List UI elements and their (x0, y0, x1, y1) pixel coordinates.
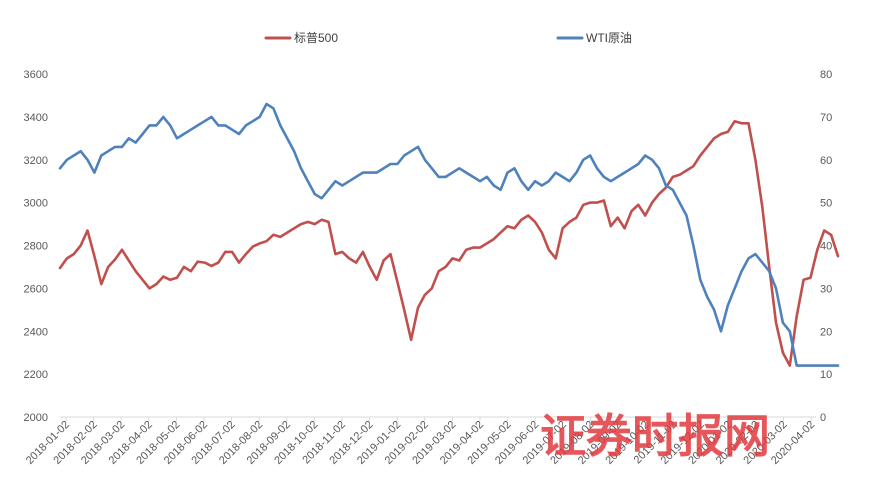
y-left-tick-label: 2600 (24, 283, 48, 295)
y-right-tick-label: 10 (820, 369, 832, 381)
watermark-text: 证券时报网 (540, 409, 770, 463)
series-layer (58, 102, 840, 367)
y-right-tick-label: 30 (820, 283, 832, 295)
y-right-tick-label: 80 (820, 69, 832, 81)
y-left-tick-label: 2800 (24, 241, 48, 253)
y-right-tick-label: 0 (820, 412, 826, 424)
y-left-tick-label: 3600 (24, 69, 48, 81)
y-right-tick-label: 40 (820, 241, 832, 253)
y-right-tick-label: 50 (820, 198, 832, 210)
series-line (58, 119, 840, 367)
legend: 标普500 WTI原油 (264, 31, 632, 45)
y-right-tick-label: 60 (820, 155, 832, 167)
series-line (58, 102, 840, 367)
y-left-tick-label: 2200 (24, 369, 48, 381)
y-left-tick-label: 3400 (24, 112, 48, 124)
y-left-tick-label: 3200 (24, 155, 48, 167)
legend-label: WTI原油 (586, 31, 632, 45)
y-left-tick-label: 2400 (24, 326, 48, 338)
y-right-tick-label: 20 (820, 326, 832, 338)
axes-layer: 2000 2200 2400 2600 2800 3000 3200 3400 3600 0 10 2… (24, 69, 833, 467)
y-right-tick-label: 70 (820, 112, 832, 124)
legend-label: 标普500 (294, 31, 338, 45)
y-left-tick-label: 2000 (24, 412, 48, 424)
watermark-layer: 证券时报网 (540, 409, 770, 463)
y-left-tick-label: 3000 (24, 198, 48, 210)
